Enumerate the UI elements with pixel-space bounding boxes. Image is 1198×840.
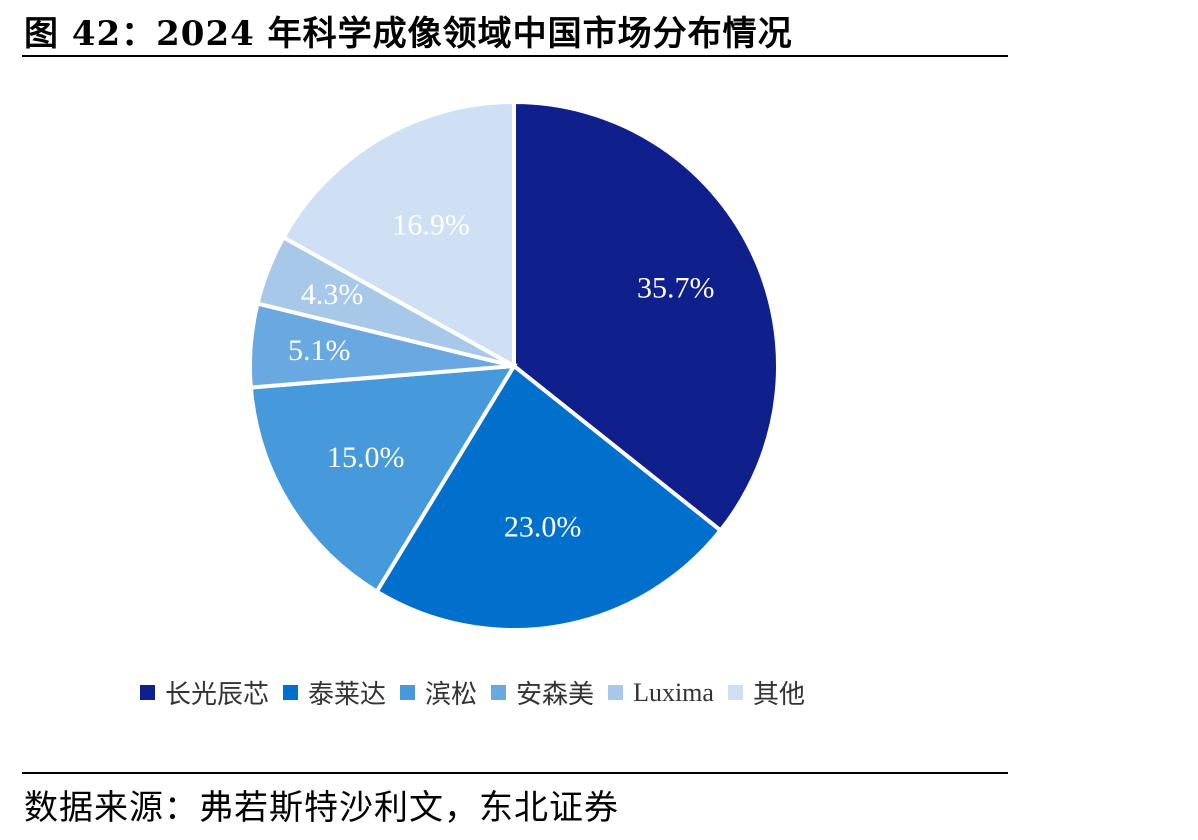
legend-swatch-5: [727, 685, 743, 700]
top-rule: [22, 55, 1008, 57]
slice-label-2: 15.0%: [327, 441, 405, 474]
legend-swatch-1: [283, 685, 299, 700]
slice-label-4: 4.3%: [301, 278, 364, 311]
slice-label-0: 35.7%: [637, 272, 715, 305]
legend-item-0: 长光辰芯: [140, 674, 269, 711]
legend-label-3: 安森美: [516, 680, 595, 709]
legend-label-4: Luxima: [633, 677, 714, 707]
slice-label-1: 23.0%: [504, 511, 582, 544]
pie-slice-1: [374, 363, 724, 632]
legend-label-0: 长光辰芯: [165, 680, 270, 709]
legend-label-1: 泰莱达: [308, 680, 387, 709]
legend-swatch-2: [400, 685, 416, 700]
legend-swatch-0: [140, 685, 155, 700]
slice-label-3: 5.1%: [288, 334, 351, 367]
slice-label-5: 16.9%: [392, 208, 470, 241]
chart-legend: 长光辰芯 泰莱达 滨松 安森美 Luxima 其他: [140, 674, 819, 711]
pie-slice-2: [248, 363, 518, 595]
legend-label-5: 其他: [752, 680, 805, 709]
legend-item-4: Luxima: [608, 678, 714, 708]
pie-slice-0: [512, 99, 780, 534]
bottom-rule: [22, 772, 1008, 774]
figure-title: 图 42：2024 年科学成像领域中国市场分布情况: [24, 14, 793, 54]
legend-item-5: 其他: [727, 674, 805, 711]
legend-swatch-3: [491, 685, 507, 700]
pie-slice-5: [280, 99, 516, 370]
legend-label-2: 滨松: [425, 680, 478, 709]
legend-swatch-4: [608, 685, 624, 700]
legend-item-2: 滨松: [400, 674, 477, 711]
legend-item-3: 安森美: [491, 674, 594, 711]
data-source-note: 数据来源：弗若斯特沙利文，东北证券: [24, 788, 619, 828]
legend-item-1: 泰莱达: [283, 674, 386, 711]
